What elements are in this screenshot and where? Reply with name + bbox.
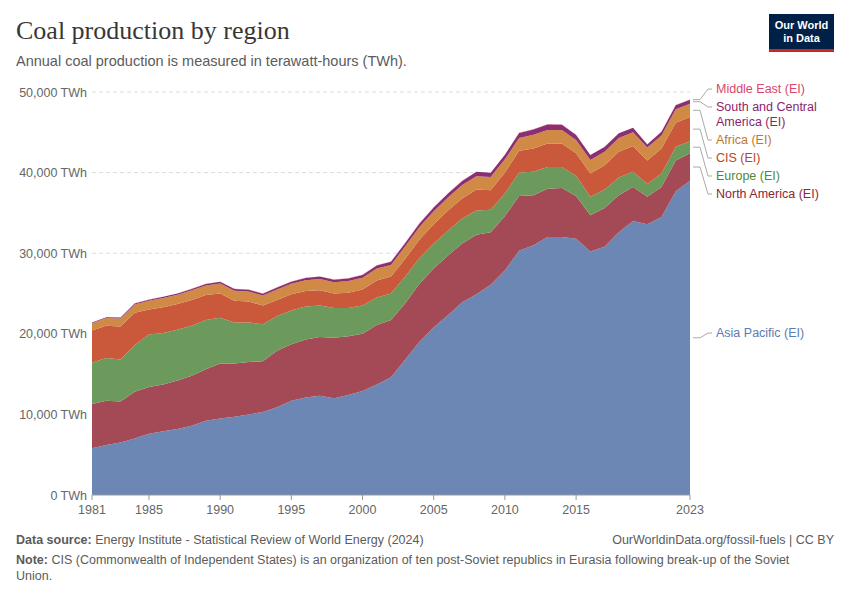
footer-label: Data source: bbox=[16, 533, 92, 547]
legend-line: CIS (EI) bbox=[716, 151, 760, 165]
subtitle: Annual coal production is measured in te… bbox=[16, 53, 407, 69]
y-tick-label: 50,000 TWh bbox=[19, 86, 87, 100]
chart: Coal production by region Annual coal pro… bbox=[0, 0, 850, 600]
label-leader bbox=[693, 147, 712, 176]
source: Data source: Energy Institute - Statisti… bbox=[16, 533, 424, 547]
area bbox=[92, 100, 690, 324]
x-tick bbox=[690, 495, 691, 500]
footer-text: OurWorldinData.org/fossil-fuels | CC BY bbox=[612, 533, 834, 547]
area bbox=[92, 100, 690, 323]
x-tick bbox=[362, 495, 363, 500]
legend-label: Asia Pacific (EI) bbox=[716, 326, 804, 340]
logo: Our Worldin Data bbox=[769, 14, 834, 52]
x-tick bbox=[291, 495, 292, 500]
label-leader bbox=[693, 102, 712, 107]
y-tick-label: 0 TWh bbox=[50, 489, 87, 503]
x-tick bbox=[576, 495, 577, 500]
x-tick-label: 1981 bbox=[78, 503, 106, 517]
x-tick-label: 1990 bbox=[206, 503, 234, 517]
x-tick bbox=[92, 495, 93, 500]
logo-box bbox=[769, 14, 834, 49]
legend-label: Europe (EI) bbox=[716, 169, 780, 183]
x-tick-label: 1985 bbox=[135, 503, 163, 517]
legend-label: Middle East (EI) bbox=[716, 82, 805, 96]
label-leader bbox=[693, 89, 712, 100]
legend-line: America (EI) bbox=[716, 115, 785, 129]
footer-label: Note: bbox=[16, 553, 48, 567]
x-tick bbox=[148, 495, 149, 500]
x-tick bbox=[433, 495, 434, 500]
logo-line: Our World bbox=[775, 19, 829, 31]
x-tick bbox=[504, 495, 505, 500]
x-tick-label: 2023 bbox=[676, 503, 704, 517]
legend-label: North America (EI) bbox=[716, 187, 819, 201]
label-leader bbox=[693, 333, 712, 338]
legend-line: Africa (EI) bbox=[716, 133, 772, 147]
logo-text: Our Worldin Data bbox=[775, 19, 829, 44]
label-leader bbox=[693, 110, 712, 140]
legend-line: Middle East (EI) bbox=[716, 82, 805, 96]
y-tick-label: 40,000 TWh bbox=[19, 166, 87, 180]
x-tick-label: 2010 bbox=[491, 503, 519, 517]
legend-label: South and CentralAmerica (EI) bbox=[716, 100, 817, 129]
label-leader bbox=[693, 167, 712, 194]
x-tick-label: 2000 bbox=[349, 503, 377, 517]
footer-text: Energy Institute - Statistical Review of… bbox=[95, 533, 423, 547]
label-leader bbox=[693, 129, 712, 158]
x-tick bbox=[220, 495, 221, 500]
legend-line: Asia Pacific (EI) bbox=[716, 326, 804, 340]
logo-stripe bbox=[769, 49, 834, 52]
legend-label: CIS (EI) bbox=[716, 151, 760, 165]
x-tick-label: 2015 bbox=[562, 503, 590, 517]
grid-line bbox=[92, 92, 690, 93]
x-axis bbox=[92, 495, 690, 496]
area bbox=[92, 104, 690, 331]
y-tick-label: 20,000 TWh bbox=[19, 327, 87, 341]
legend-line: Europe (EI) bbox=[716, 169, 780, 183]
x-tick-label: 2005 bbox=[420, 503, 448, 517]
logo-line: in Data bbox=[783, 32, 821, 44]
y-tick-label: 30,000 TWh bbox=[19, 247, 87, 261]
y-tick-label: 10,000 TWh bbox=[19, 408, 87, 422]
legend-line: North America (EI) bbox=[716, 187, 819, 201]
x-tick-label: 1995 bbox=[277, 503, 305, 517]
legend-label: Africa (EI) bbox=[716, 133, 772, 147]
title: Coal production by region bbox=[16, 16, 290, 45]
footer-text: CIS (Commonwealth of Independent States)… bbox=[16, 553, 789, 583]
legend-line: South and Central bbox=[716, 100, 817, 114]
note: Note: CIS (Commonwealth of Independent S… bbox=[16, 552, 826, 584]
areas bbox=[92, 100, 690, 496]
url: OurWorldinData.org/fossil-fuels | CC BY bbox=[612, 533, 834, 547]
